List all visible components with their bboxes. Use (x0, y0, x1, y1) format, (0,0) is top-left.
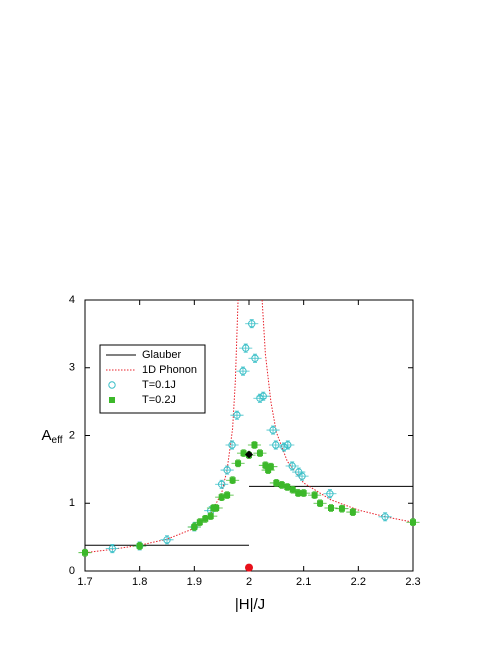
legend-label: Glauber (142, 349, 181, 361)
data-point (280, 443, 288, 451)
data-point (82, 549, 88, 556)
legend-label: T=0.1J (142, 379, 176, 391)
y-label-main: A (42, 427, 52, 444)
error-bar (220, 465, 234, 475)
special-point (245, 450, 253, 459)
error-bar (105, 544, 119, 554)
data-point (278, 481, 285, 488)
data-point (410, 519, 416, 526)
data-point (265, 467, 272, 474)
y-tick-label: 4 (69, 294, 75, 306)
y-axis-label: Aeff (42, 427, 63, 446)
data-point (311, 492, 318, 499)
error-bar (215, 479, 229, 489)
data-point (251, 354, 259, 362)
data-point (272, 441, 280, 449)
x-tick-label: 2 (246, 576, 252, 588)
y-tick-label: 2 (69, 429, 75, 441)
y-label-sub: eff (52, 435, 63, 446)
error-bar (160, 535, 174, 545)
data-point (191, 523, 198, 530)
legend-label: T=0.2J (142, 394, 176, 406)
series-line (85, 485, 413, 546)
data-point (267, 463, 274, 470)
data-point (108, 544, 117, 553)
data-point (229, 477, 236, 484)
x-tick-label: 2.3 (405, 576, 420, 588)
data-point (259, 392, 267, 400)
y-tick-label: 0 (69, 565, 75, 577)
error-bar (230, 410, 244, 420)
error-bar (236, 366, 250, 376)
y-tick-label: 1 (69, 497, 75, 509)
data-point (240, 450, 247, 457)
plot-frame (84, 299, 414, 572)
data-point (284, 441, 292, 449)
data-point (213, 504, 220, 511)
data-point (317, 500, 324, 507)
legend-label: 1D Phonon (142, 364, 197, 376)
error-bar (285, 461, 299, 471)
data-point (288, 462, 296, 470)
data-point (381, 513, 389, 521)
data-point (326, 490, 334, 498)
x-tick-label: 2.1 (296, 576, 311, 588)
special-point (245, 563, 253, 572)
data-point (228, 441, 236, 449)
data-point (349, 509, 356, 516)
error-bar (253, 393, 267, 403)
legend-marker (109, 397, 115, 403)
data-point (273, 479, 280, 486)
error-bar (323, 489, 337, 499)
error-bar (269, 440, 283, 450)
data-point (207, 513, 214, 520)
data-point (233, 411, 241, 419)
data-point (163, 536, 171, 544)
x-tick-label: 1.9 (187, 576, 202, 588)
error-bar (256, 391, 270, 401)
error-bar (245, 319, 259, 329)
error-bar (281, 440, 295, 450)
data-point (284, 483, 291, 490)
legend-marker (108, 381, 116, 389)
data-point (196, 519, 203, 526)
data-point (239, 367, 247, 375)
legend-box (99, 344, 206, 414)
data-point (217, 480, 226, 488)
data-point (262, 462, 269, 469)
data-point (298, 472, 306, 480)
data-point (136, 542, 143, 549)
data-point (248, 320, 256, 328)
data-point (223, 466, 231, 474)
error-bar (292, 467, 306, 477)
data-point (251, 441, 258, 448)
data-point (338, 505, 345, 512)
error-bar (295, 471, 309, 481)
x-tick-label: 1.8 (132, 576, 147, 588)
data-point (256, 450, 263, 457)
data-point (328, 504, 334, 511)
error-bar (277, 442, 291, 452)
data-point (235, 460, 242, 467)
error-bar (266, 425, 280, 435)
error-bar (248, 353, 262, 363)
x-tick-label: 1.7 (77, 576, 92, 588)
data-point (242, 344, 250, 352)
data-point (224, 492, 231, 499)
data-point (269, 426, 277, 434)
error-bar (225, 440, 239, 450)
data-point (218, 494, 225, 501)
y-tick-label: 3 (69, 362, 75, 374)
data-point (202, 515, 209, 522)
error-bar (239, 343, 253, 353)
x-axis-label: |H|/J (235, 596, 265, 613)
data-point (300, 490, 307, 497)
error-bar (378, 512, 392, 522)
series-line (84, 299, 414, 554)
x-tick-label: 2.2 (351, 576, 366, 588)
data-point (289, 486, 296, 493)
